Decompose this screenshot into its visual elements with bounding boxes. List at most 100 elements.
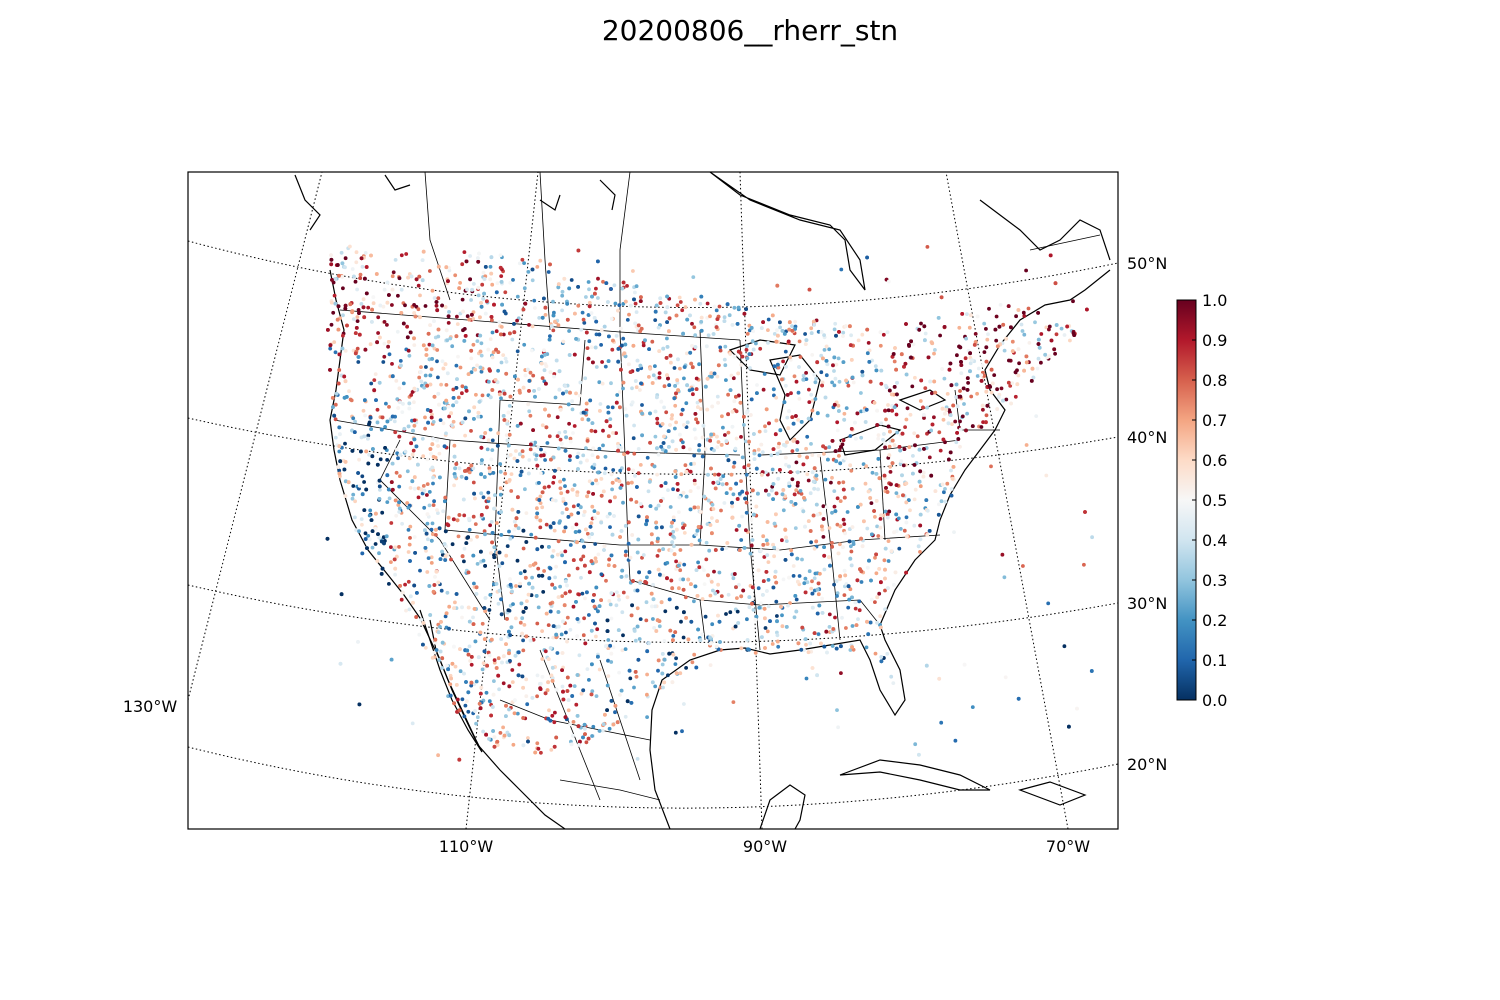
station-point [889, 392, 894, 397]
station-point [650, 604, 654, 609]
station-point [1016, 373, 1021, 378]
station-point [644, 618, 649, 623]
station-point [761, 320, 765, 324]
station-point [949, 493, 954, 498]
station-point [617, 303, 622, 307]
station-point [360, 264, 365, 269]
station-point [474, 721, 478, 726]
station-point [429, 415, 434, 420]
station-point [459, 474, 464, 479]
station-point [576, 511, 581, 515]
station-point [774, 491, 779, 496]
station-point [904, 322, 908, 326]
station-point [581, 513, 586, 518]
station-point [546, 623, 551, 627]
station-point [653, 409, 658, 414]
station-point [847, 597, 852, 602]
station-point [657, 349, 662, 353]
station-point [609, 381, 613, 386]
station-point [339, 592, 344, 597]
station-point [657, 548, 662, 553]
station-point [929, 428, 933, 433]
station-point [820, 527, 825, 532]
station-point [719, 508, 723, 513]
station-point [585, 494, 589, 499]
station-point [463, 703, 468, 708]
station-point [763, 429, 768, 433]
station-point [362, 508, 367, 512]
station-point [595, 455, 600, 460]
station-point [516, 673, 521, 678]
station-point [489, 457, 494, 462]
station-point [822, 553, 827, 558]
station-point [601, 489, 606, 494]
station-point [565, 489, 570, 494]
station-point [565, 317, 570, 322]
station-point [464, 468, 469, 473]
station-point [498, 469, 503, 474]
station-point [356, 471, 360, 475]
station-point [538, 518, 543, 523]
station-point [463, 433, 467, 438]
station-point [942, 325, 947, 329]
station-point [481, 729, 485, 734]
station-point [848, 463, 853, 468]
station-point [662, 639, 667, 643]
station-point [678, 300, 683, 304]
station-point [657, 371, 662, 375]
station-point [748, 413, 753, 417]
station-point [801, 373, 806, 378]
station-point [419, 487, 424, 492]
station-point [430, 343, 435, 348]
station-point [610, 347, 615, 352]
station-point [531, 562, 536, 567]
station-point [715, 394, 720, 399]
station-point [804, 371, 808, 375]
station-point [819, 370, 824, 375]
station-point [839, 644, 843, 649]
station-point [678, 671, 683, 676]
station-point [803, 637, 808, 641]
station-point [484, 690, 489, 695]
station-point [840, 615, 844, 620]
station-point [618, 468, 623, 473]
station-point [939, 499, 944, 504]
station-point [694, 665, 699, 670]
station-point [986, 332, 990, 337]
station-point [865, 565, 870, 570]
station-point [737, 523, 742, 528]
station-point [425, 493, 429, 497]
station-point [592, 462, 597, 467]
station-point [750, 339, 755, 344]
station-point [873, 651, 878, 656]
station-point [863, 420, 868, 424]
station-point [820, 383, 824, 388]
station-point [842, 568, 847, 573]
station-point [763, 626, 768, 630]
station-point [906, 498, 911, 502]
station-point [985, 337, 990, 342]
station-point [827, 555, 831, 560]
station-point [458, 365, 463, 370]
station-point [722, 501, 727, 505]
station-point [783, 494, 787, 499]
station-point [621, 380, 626, 385]
station-point [621, 590, 626, 595]
station-point [884, 417, 888, 422]
station-point [651, 617, 655, 621]
station-point [351, 416, 356, 421]
station-point [794, 414, 798, 418]
station-point [444, 431, 448, 436]
station-point [822, 644, 827, 649]
station-point [708, 593, 713, 598]
station-point [775, 630, 779, 635]
station-point [585, 458, 589, 463]
station-point [633, 379, 638, 383]
station-point [412, 343, 417, 347]
station-point [507, 629, 511, 634]
station-point [624, 549, 628, 554]
station-point [877, 567, 882, 571]
station-point [757, 429, 762, 434]
station-point [561, 697, 566, 702]
station-point [628, 676, 633, 681]
